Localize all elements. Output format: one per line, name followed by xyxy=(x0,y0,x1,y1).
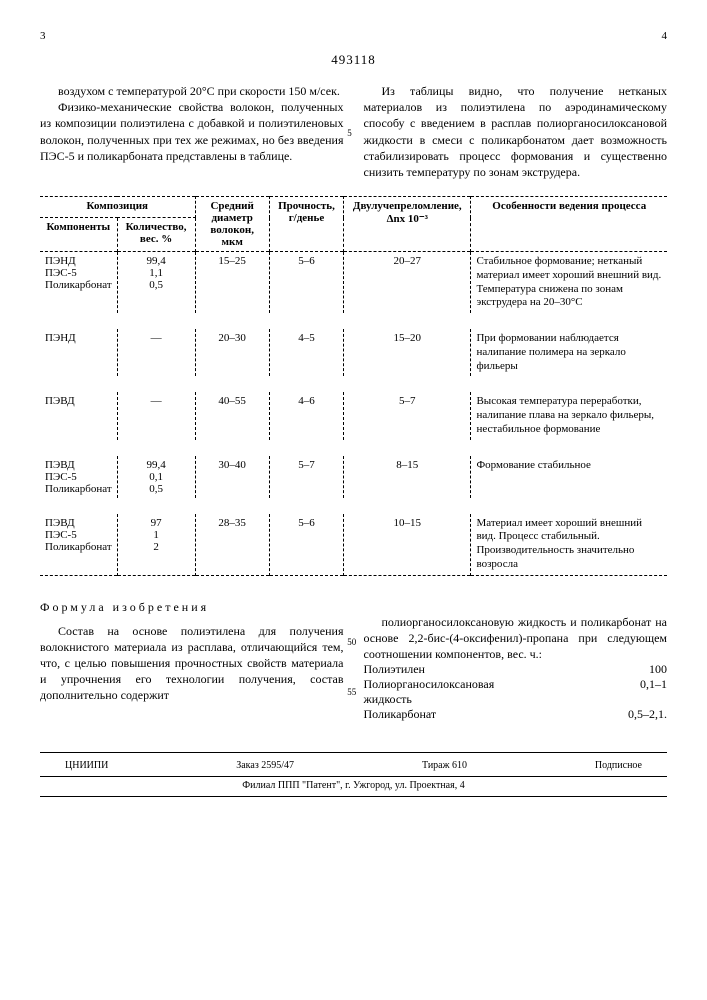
cell-biref: 5–7 xyxy=(344,392,471,439)
page-right: 4 xyxy=(662,30,668,42)
footer-org: ЦНИИПИ xyxy=(65,760,108,771)
cell-qty: 99,40,10,5 xyxy=(117,456,195,498)
ratio-row: Полиорганосилоксановая жидкость 0,1–1 xyxy=(364,677,668,707)
ratio-row: Полиэтилен 100 xyxy=(364,662,668,677)
cell-strength: 5–6 xyxy=(269,514,343,576)
cell-components: ПЭВД xyxy=(40,392,117,439)
cell-biref: 10–15 xyxy=(344,514,471,576)
cell-strength: 5–6 xyxy=(269,252,343,314)
cell-components: ПЭНДПЭС-5Поликарбонат xyxy=(40,252,117,314)
cell-diameter: 15–25 xyxy=(195,252,269,314)
cell-strength: 5–7 xyxy=(269,456,343,498)
cell-diameter: 28–35 xyxy=(195,514,269,576)
ratio-val: 0,1–1 xyxy=(640,677,667,707)
cell-components: ПЭНД xyxy=(40,329,117,376)
line-marker-5: 5 xyxy=(347,128,352,138)
para-right-1: Из таблицы видно, что получение нетканых… xyxy=(364,83,668,180)
line-marker-50: 50 xyxy=(347,637,356,647)
footer-tirazh: Тираж 610 xyxy=(422,760,467,771)
footer-sign: Подписное xyxy=(595,760,642,771)
th-biref: Двулучепреломление, Δnx 10⁻³ xyxy=(344,197,471,252)
cell-qty: 99,41,10,5 xyxy=(117,252,195,314)
para-left-1: воздухом с температурой 20°С при скорост… xyxy=(40,83,344,99)
footer-addr: Филиал ППП "Патент", г. Ужгород, ул. Про… xyxy=(40,776,667,791)
cell-strength: 4–6 xyxy=(269,392,343,439)
cell-qty: 9712 xyxy=(117,514,195,576)
cell-diameter: 40–55 xyxy=(195,392,269,439)
ratio-list: Полиэтилен100Полиорганосилоксановая жидк… xyxy=(364,662,668,722)
cell-process: Материал имеет хороший внешний вид. Проц… xyxy=(471,514,667,576)
th-diameter: Средний диаметр волокон, мкм xyxy=(195,197,269,252)
ratio-name: Полиэтилен xyxy=(364,662,425,677)
cell-biref: 20–27 xyxy=(344,252,471,314)
footer: ЦНИИПИ Заказ 2595/47 Тираж 610 Подписное… xyxy=(40,752,667,797)
doc-number: 493118 xyxy=(40,52,667,68)
ratio-val: 100 xyxy=(649,662,667,677)
cell-components: ПЭВДПЭС-5Поликарбонат xyxy=(40,514,117,576)
data-table: Композиция Средний диаметр волокон, мкм … xyxy=(40,196,667,576)
ratio-name: Полиорганосилоксановая жидкость xyxy=(364,677,544,707)
para-left-2: Физико-механические свойства волокон, по… xyxy=(40,99,344,164)
ratio-row: Поликарбонат 0,5–2,1. xyxy=(364,707,668,722)
ratio-val: 0,5–2,1. xyxy=(628,707,667,722)
th-composition: Композиция xyxy=(40,197,195,218)
formula-title: Формула изобретения xyxy=(40,600,344,615)
footer-order: Заказ 2595/47 xyxy=(236,760,294,771)
th-qty: Количество, вес. % xyxy=(117,218,195,252)
line-marker-55: 55 xyxy=(347,687,356,697)
formula-right-1: полиорганосилоксановую жидкость и полика… xyxy=(364,614,668,663)
cell-process: Высокая температура переработки, налипан… xyxy=(471,392,667,439)
cell-qty: — xyxy=(117,329,195,376)
th-components: Компоненты xyxy=(40,218,117,252)
th-process: Особенности ведения процесса xyxy=(471,197,667,252)
cell-process: Формование стабильное xyxy=(471,456,667,498)
cell-diameter: 30–40 xyxy=(195,456,269,498)
cell-process: Стабильное формование; нетканый материал… xyxy=(471,252,667,314)
formula-left: Состав на основе полиэтилена для получен… xyxy=(40,623,344,704)
cell-diameter: 20–30 xyxy=(195,329,269,376)
page-left: 3 xyxy=(40,30,46,42)
cell-biref: 8–15 xyxy=(344,456,471,498)
cell-process: При формовании наблюдается налипание пол… xyxy=(471,329,667,376)
cell-strength: 4–5 xyxy=(269,329,343,376)
cell-qty: — xyxy=(117,392,195,439)
th-strength: Прочность, г/денье xyxy=(269,197,343,252)
cell-biref: 15–20 xyxy=(344,329,471,376)
cell-components: ПЭВДПЭС-5Поликарбонат xyxy=(40,456,117,498)
ratio-name: Поликарбонат xyxy=(364,707,437,722)
